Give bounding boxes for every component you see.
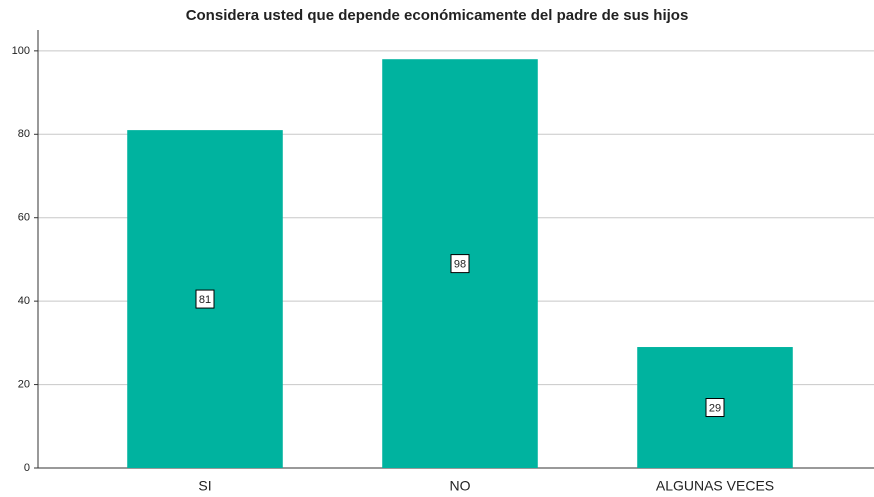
value-label: 81 xyxy=(199,294,211,306)
y-tick-label: 60 xyxy=(18,212,30,224)
x-tick-label: SI xyxy=(198,478,211,494)
x-tick-label: ALGUNAS VECES xyxy=(656,478,774,494)
y-tick-label: 40 xyxy=(18,295,30,307)
value-label-box xyxy=(195,289,215,309)
y-tick-label: 100 xyxy=(12,45,30,57)
y-tick-label: 80 xyxy=(18,128,30,140)
y-tick-label: 0 xyxy=(24,462,30,474)
value-label-box xyxy=(705,398,725,418)
y-tick-label: 20 xyxy=(18,378,30,390)
x-tick-label: NO xyxy=(450,478,471,494)
value-label: 29 xyxy=(709,402,721,414)
value-label: 98 xyxy=(454,259,466,271)
chart-title: Considera usted que depende económicamen… xyxy=(186,7,689,24)
value-label-box xyxy=(450,254,470,274)
